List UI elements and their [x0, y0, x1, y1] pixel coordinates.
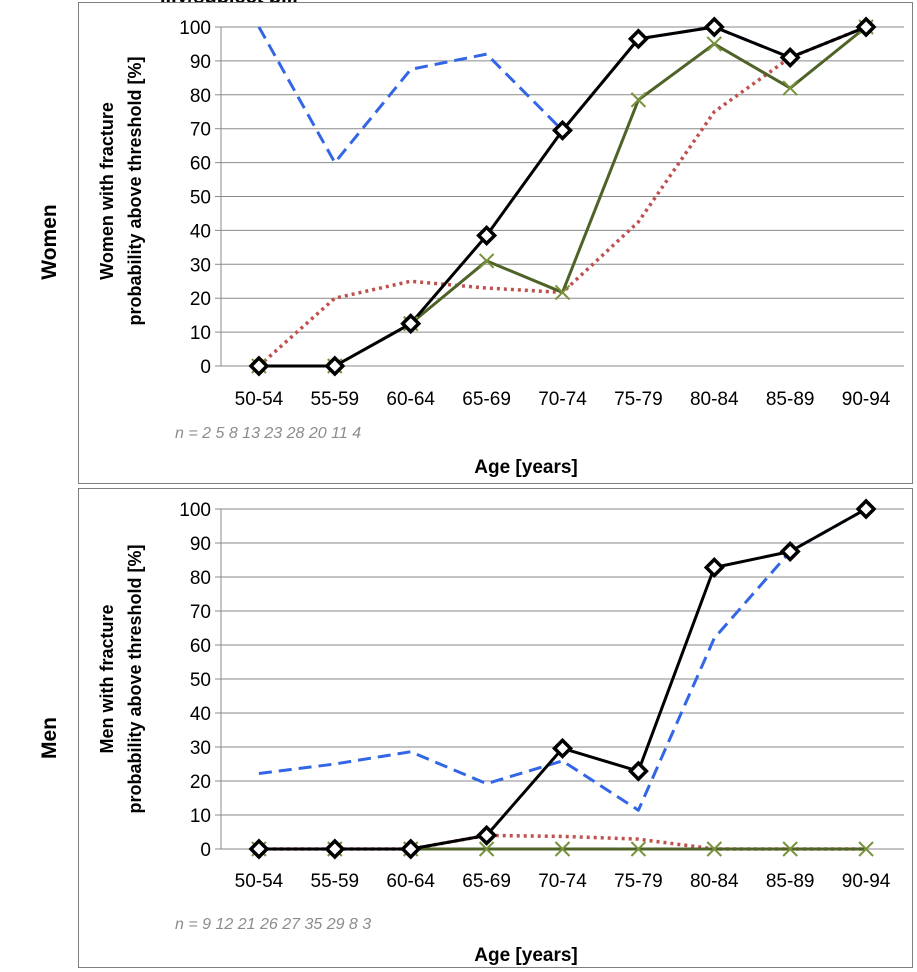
series-line-2 — [258, 507, 867, 812]
x-tick-label: 60-64 — [386, 389, 435, 410]
diamond-marker — [400, 313, 422, 335]
y-axis-label-line-1: Men with fracture — [97, 604, 117, 753]
cross-marker — [782, 80, 798, 96]
men-chart-panel: Men with fracture probability above thre… — [78, 488, 913, 968]
x-tick-label: 55-59 — [311, 871, 360, 892]
diamond-marker — [552, 737, 573, 759]
y-tick-label: 30 — [190, 255, 211, 276]
cross-marker — [630, 92, 647, 108]
diamond-marker — [324, 838, 346, 860]
y-axis-label-line-2: probability above threshold [%] — [125, 544, 145, 813]
diamond-marker — [248, 838, 270, 860]
x-tick-label: 85-89 — [766, 389, 815, 410]
row-label-men: Men — [38, 717, 61, 759]
series-line-3 — [258, 833, 867, 851]
sample-size-row: n = 2 5 8 13 23 28 20 11 4 — [175, 425, 361, 442]
x-tick-label: 50-54 — [235, 389, 284, 410]
diamond-marker — [779, 541, 801, 562]
y-tick-label: 60 — [190, 636, 211, 657]
diamond-marker — [855, 16, 877, 38]
diamond-marker — [627, 760, 649, 782]
x-tick-label: 80-84 — [690, 389, 739, 410]
y-tick-label: 20 — [190, 289, 211, 310]
y-tick-label: 10 — [190, 806, 211, 827]
women-chart-panel: Women with fracture probability above th… — [78, 2, 913, 484]
men-line-chart: Men with fracture probability above thre… — [97, 498, 904, 966]
y-tick-label: 40 — [190, 704, 211, 725]
cross-marker — [478, 253, 495, 269]
x-tick-label: 80-84 — [690, 871, 739, 892]
y-tick-label: 30 — [190, 738, 211, 759]
x-tick-label: 65-69 — [462, 389, 511, 410]
y-tick-label: 100 — [179, 18, 211, 39]
x-tick-label: 50-54 — [235, 871, 284, 892]
y-tick-label: 70 — [190, 120, 211, 141]
diamond-marker — [476, 824, 498, 846]
cross-marker — [478, 841, 495, 857]
diamond-marker — [324, 355, 346, 377]
y-tick-label: 90 — [190, 534, 211, 555]
y-tick-label: 50 — [190, 670, 211, 691]
cross-marker — [858, 841, 874, 857]
diamond-marker — [779, 47, 801, 68]
x-tick-label: 65-69 — [462, 871, 511, 892]
y-tick-label: 10 — [190, 323, 211, 344]
y-tick-label: 80 — [190, 86, 211, 107]
row-label-women: Women — [38, 204, 61, 280]
diamond-marker — [552, 119, 573, 141]
x-tick-label: 75-79 — [614, 389, 663, 410]
y-tick-label: 0 — [200, 357, 211, 378]
diamond-marker — [248, 355, 270, 377]
x-tick-label: 55-59 — [311, 389, 360, 410]
cross-marker — [554, 841, 571, 857]
y-axis-title: Women with fracture probability above th… — [97, 56, 145, 325]
y-tick-label: 70 — [190, 602, 211, 623]
y-tick-label: 0 — [200, 840, 211, 861]
diamond-marker — [476, 225, 498, 246]
diamond-marker — [703, 16, 725, 38]
y-tick-label: 20 — [190, 772, 211, 793]
cross-marker — [554, 284, 571, 301]
x-tick-label: 75-79 — [614, 871, 663, 892]
cross-marker — [630, 841, 647, 857]
x-tick-label: 90-94 — [842, 871, 891, 892]
x-tick-label: 70-74 — [538, 389, 587, 410]
diamond-marker — [400, 838, 422, 860]
y-tick-label: 50 — [190, 188, 211, 209]
x-tick-label: 70-74 — [538, 871, 587, 892]
y-tick-label: 60 — [190, 154, 211, 175]
y-axis-label-line-2: probability above threshold [%] — [125, 56, 145, 325]
x-axis-label: Age [years] — [474, 945, 578, 966]
x-axis-label: Age [years] — [474, 457, 578, 478]
x-tick-label: 85-89 — [766, 871, 815, 892]
women-line-chart: Women with fracture probability above th… — [97, 16, 904, 478]
y-tick-label: 100 — [179, 500, 211, 521]
x-tick-label: 90-94 — [842, 389, 891, 410]
diamond-marker — [703, 557, 725, 578]
y-tick-label: 90 — [190, 52, 211, 73]
diamond-marker — [855, 498, 877, 520]
cross-marker — [706, 841, 722, 857]
cross-marker — [782, 841, 798, 857]
sample-size-row: n = 9 12 21 26 27 35 29 8 3 — [175, 916, 371, 933]
cross-marker — [706, 36, 722, 52]
y-tick-label: 40 — [190, 221, 211, 242]
y-axis-label-line-1: Women with fracture — [97, 102, 117, 280]
diamond-marker — [627, 28, 649, 50]
x-tick-label: 60-64 — [386, 871, 435, 892]
y-tick-label: 80 — [190, 568, 211, 589]
y-axis-title: Men with fracture probability above thre… — [97, 544, 145, 813]
